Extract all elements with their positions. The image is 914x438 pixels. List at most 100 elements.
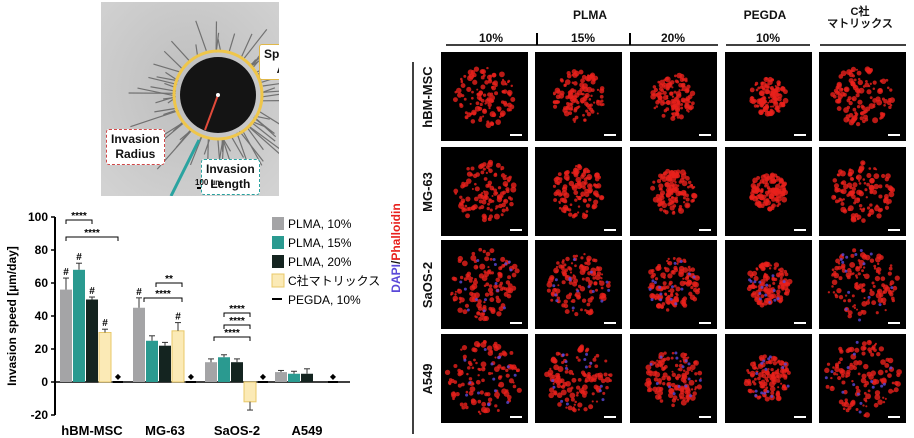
hash-mark: #: [89, 286, 95, 297]
x-category-label: hBM-MSC: [61, 423, 123, 438]
fluorescence-image: [819, 52, 906, 141]
legend-label: PLMA, 20%: [288, 255, 352, 269]
fluorescence-image: [725, 147, 812, 236]
stain-axis-line: [412, 62, 414, 434]
bar: [159, 345, 171, 382]
y-tick-label: 100: [28, 210, 48, 224]
invasion-radius-label: Invasion Radius: [106, 129, 165, 165]
invasion-length-label: Invasion Length: [201, 159, 260, 195]
significance-label: ****: [229, 304, 245, 315]
diamond-mark: ◆: [115, 372, 122, 381]
significance-label: **: [165, 274, 173, 285]
stain-label: DAPI/Phalloidin: [389, 188, 405, 308]
pegda-header: PEGDA: [743, 8, 787, 22]
significance-bracket: [155, 282, 183, 287]
bar: [98, 332, 112, 383]
y-tick-label: -20: [31, 408, 49, 422]
fluorescence-image: [630, 334, 717, 423]
row-label: hBM-MSC: [420, 65, 435, 128]
row-label: SaOS-2: [420, 261, 435, 308]
diamond-mark: ◆: [188, 372, 195, 381]
y-tick-label: 60: [35, 276, 49, 290]
y-tick-label: 20: [35, 342, 49, 356]
scale-bar-label: 100 µm: [195, 178, 223, 187]
fluorescence-image: [535, 240, 622, 329]
fluorescence-image: [441, 147, 528, 236]
y-tick-label: 0: [41, 375, 48, 389]
bar: [205, 362, 217, 382]
fluorescence-image: [630, 147, 717, 236]
diamond-mark: ◆: [260, 372, 267, 381]
significance-bracket: [143, 297, 183, 302]
legend-label: PLMA, 15%: [288, 236, 352, 250]
phalloidin-label: Phalloidin: [389, 203, 403, 261]
row-label: A549: [420, 362, 435, 395]
spheroid-area-label: Spheroid Area: [259, 44, 279, 80]
invasion-speed-chart: -20 0 20 40 60 80 100 Invasion speed [µm/day] hB…: [5, 210, 380, 438]
fluorescence-image: [819, 240, 906, 329]
bar: [231, 362, 243, 382]
bar: [243, 381, 257, 403]
bar: [171, 330, 185, 383]
significance-label: ****: [229, 316, 245, 327]
y-tick-label: 80: [35, 243, 49, 257]
bar: [73, 269, 85, 382]
fluorescence-image: [441, 334, 528, 423]
diamond-mark: ◆: [330, 372, 337, 381]
row-label: MG-63: [420, 171, 435, 212]
x-category-label: MG-63: [145, 423, 185, 438]
stain-separator: /: [389, 260, 403, 265]
col-header-plma-20: 20%: [660, 31, 686, 45]
fluorescence-image: [441, 240, 528, 329]
hash-mark: #: [76, 252, 82, 263]
fluorescence-image: [819, 147, 906, 236]
significance-label: ****: [71, 211, 87, 222]
y-tick-label: 40: [35, 309, 49, 323]
fluorescence-image: [441, 52, 528, 141]
col-header-pegda-10: 10%: [755, 31, 781, 45]
fluorescence-image: [630, 52, 717, 141]
bar: [288, 373, 300, 382]
matrix-header: C社 マトリックス: [827, 6, 893, 30]
legend-label: PEGDA, 10%: [288, 293, 361, 307]
hash-mark: #: [136, 287, 142, 298]
header-rules: [446, 33, 906, 46]
bar: [301, 373, 313, 382]
hash-mark: #: [63, 267, 69, 278]
y-axis-label: Invasion speed [µm/day]: [5, 246, 19, 386]
legend-swatch: [272, 217, 284, 230]
significance-label: ****: [84, 228, 100, 239]
bar: [275, 372, 287, 382]
micrograph-panel: Spheroid Area Invasion Radius Invasion L…: [101, 2, 279, 196]
bar: [86, 299, 98, 382]
fluorescence-grid: PLMA PEGDA C社 マトリックス 10% 15% 20% 10% hBM…: [380, 0, 914, 438]
significance-bracket: [223, 324, 251, 329]
significance-label: ****: [155, 289, 171, 300]
bar: [218, 357, 230, 382]
col-header-plma-10: 10%: [478, 31, 504, 45]
significance-bracket: [213, 336, 251, 341]
bar: [146, 340, 158, 382]
fluorescence-image: [725, 240, 812, 329]
x-category-label: A549: [291, 423, 322, 438]
legend-swatch: [271, 273, 285, 288]
significance-bracket: [65, 219, 93, 224]
significance-bracket: [65, 236, 119, 241]
x-category-label: SaOS-2: [214, 423, 260, 438]
fluorescence-image: [535, 147, 622, 236]
legend-swatch: [272, 255, 284, 268]
bar: [133, 307, 145, 382]
fluorescence-image: [725, 52, 812, 141]
fluorescence-image: [725, 334, 812, 423]
col-header-plma-15: 15%: [570, 31, 596, 45]
significance-bracket: [223, 312, 251, 317]
legend-label: PLMA, 10%: [288, 217, 352, 231]
fluorescence-image: [535, 52, 622, 141]
hash-mark: #: [102, 318, 108, 329]
plma-header: PLMA: [573, 8, 607, 22]
bar: [60, 289, 72, 382]
significance-label: ****: [224, 328, 240, 339]
fluorescence-image: [535, 334, 622, 423]
legend-label: C社マトリックス: [288, 273, 380, 288]
dapi-label: DAPI: [389, 264, 403, 293]
